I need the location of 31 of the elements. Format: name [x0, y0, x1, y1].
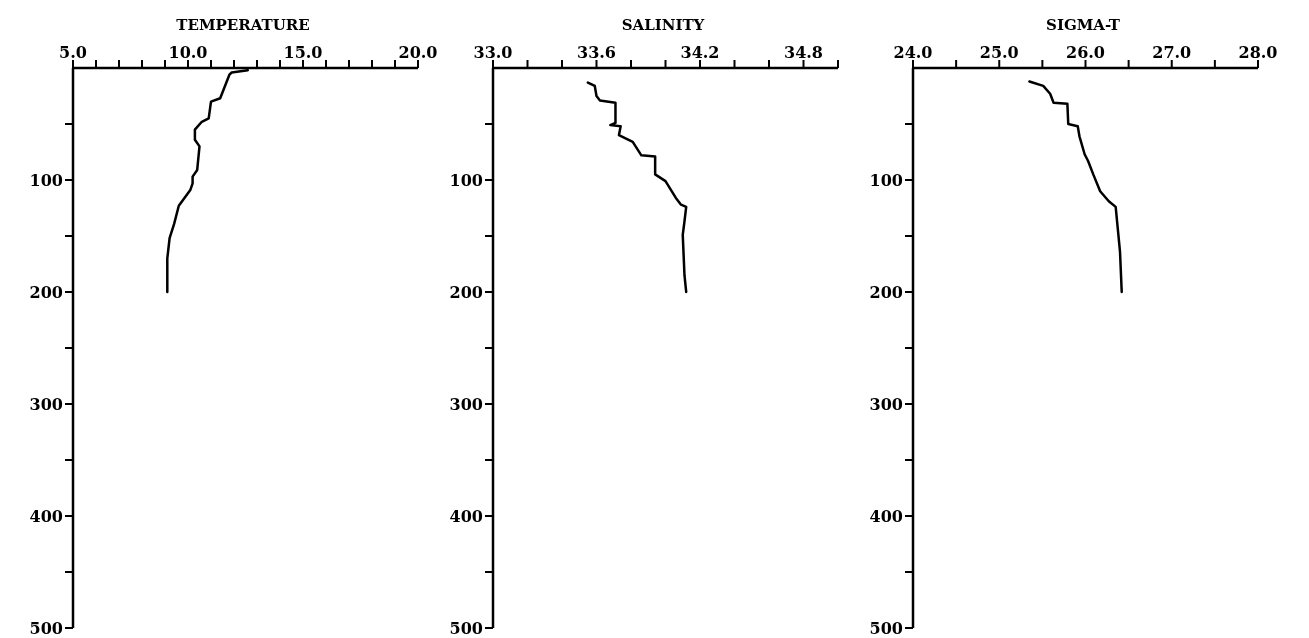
x-tick-label: 24.0 [893, 43, 933, 62]
y-tick-label: 500 [449, 618, 483, 638]
y-tick-label: 400 [449, 506, 483, 526]
y-tick-label: 500 [869, 618, 903, 638]
y-tick-label: 200 [29, 282, 63, 302]
y-tick-label: 100 [29, 170, 63, 190]
x-tick-label: 28.0 [1238, 43, 1278, 62]
chart-title: SALINITY [620, 16, 706, 34]
y-tick-label: 500 [29, 618, 63, 638]
y-tick-label: 300 [449, 394, 483, 414]
y-tick-label: 200 [449, 282, 483, 302]
x-tick-label: 15.0 [283, 43, 323, 62]
x-tick-label: 10.0 [168, 43, 208, 62]
y-tick-label: 300 [869, 394, 903, 414]
x-tick-label: 26.0 [1066, 43, 1105, 62]
chart-title: SIGMA-T [1045, 16, 1121, 34]
chart-title: TEMPERATURE [175, 16, 311, 34]
x-tick-label: 33.0 [473, 43, 513, 62]
x-tick-label: 33.6 [577, 43, 616, 62]
y-tick-label: 200 [869, 282, 903, 302]
y-tick-label: 300 [29, 394, 63, 414]
x-tick-label: 5.0 [59, 43, 87, 62]
y-tick-label: 100 [869, 170, 903, 190]
y-tick-label: 100 [449, 170, 483, 190]
x-tick-label: 34.2 [680, 43, 720, 62]
x-tick-label: 25.0 [979, 43, 1019, 62]
x-tick-label: 27.0 [1152, 43, 1192, 62]
y-tick-label: 400 [869, 506, 903, 526]
y-tick-label: 400 [29, 506, 63, 526]
x-tick-label: 34.8 [784, 43, 823, 62]
x-tick-label: 20.0 [398, 43, 438, 62]
